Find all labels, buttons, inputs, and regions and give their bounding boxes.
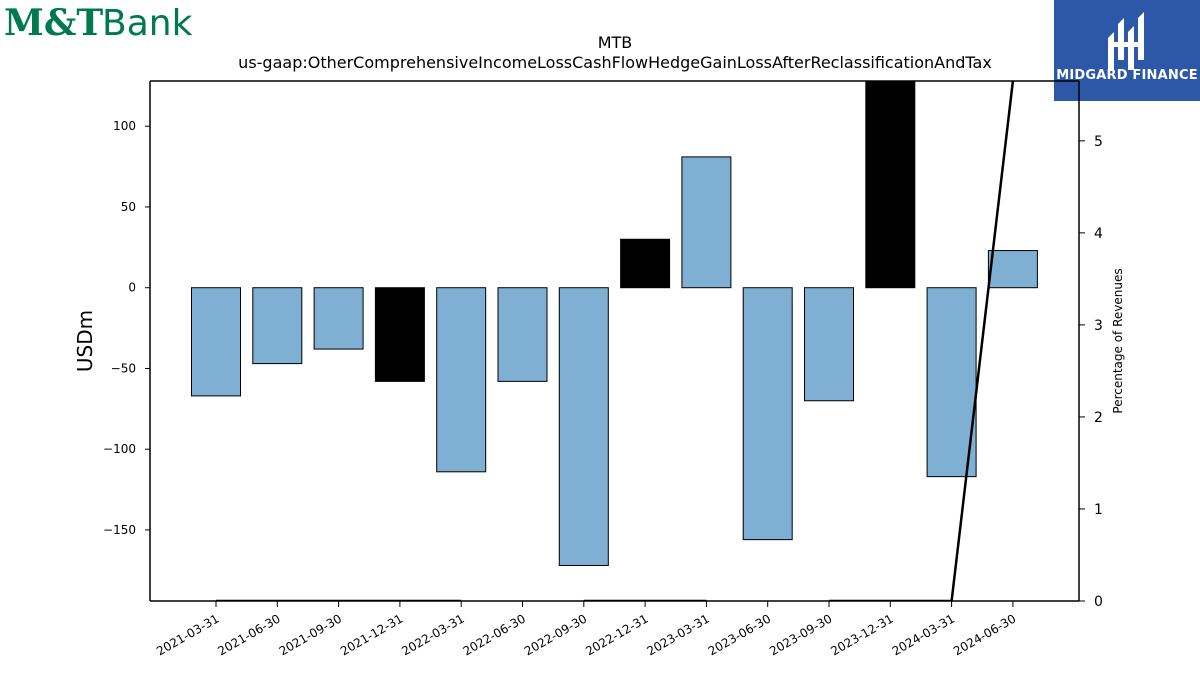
bar — [436, 287, 487, 473]
y-tick-label: 100 — [113, 119, 136, 133]
bar — [620, 238, 671, 289]
x-tick-label: 2021-09-30 — [277, 611, 344, 658]
plot-area: 100 50 0 −50 −100 −150 0 1 2 3 4 5 2021-03-312021-06… — [103, 80, 1103, 658]
bar — [191, 287, 241, 397]
y-tick-label: −150 — [103, 523, 136, 537]
x-tick-label: 2022-09-30 — [522, 611, 589, 658]
y2-tick-label: 3 — [1094, 318, 1103, 334]
x-tick-label: 2022-06-30 — [461, 611, 528, 658]
bar — [742, 287, 793, 541]
y-tick-label: −100 — [103, 442, 136, 456]
x-tick-label: 2021-03-31 — [154, 611, 221, 658]
percentage-line — [829, 81, 1015, 601]
bar — [987, 250, 1038, 289]
bar — [865, 81, 916, 289]
mt-bank-logo-mark: M&T — [4, 2, 103, 42]
y-axis-label: USDm — [73, 310, 97, 372]
chart-title: MTB — [598, 33, 633, 52]
bar — [558, 287, 609, 566]
x-tick-label: 2022-03-31 — [399, 611, 466, 658]
bar — [374, 287, 425, 382]
mt-bank-logo-word: Bank — [102, 3, 193, 42]
midgard-finance-wordmark: MIDGARD FINANCE — [1056, 68, 1198, 83]
y2-tick-label: 5 — [1094, 134, 1103, 150]
mt-bank-logo: M&T Bank — [4, 0, 204, 44]
x-tick-label: 2023-09-30 — [767, 611, 834, 658]
x-tick-label: 2023-06-30 — [706, 611, 773, 658]
x-tick-label: 2023-03-31 — [644, 611, 711, 658]
chart-subtitle: us-gaap:OtherComprehensiveIncomeLossCash… — [238, 53, 992, 72]
y2-tick-label: 2 — [1094, 410, 1103, 426]
x-tick-label: 2021-06-30 — [215, 611, 282, 658]
y-tick-label: −50 — [111, 361, 136, 375]
x-tick-label: 2024-06-30 — [951, 611, 1018, 658]
x-tick-label: 2022-12-31 — [583, 611, 650, 658]
x-tick-label: 2021-12-31 — [338, 611, 405, 658]
y2-tick-label: 1 — [1094, 502, 1103, 518]
y2-axis-label: Percentage of Revenues — [1111, 268, 1125, 413]
y-tick-label: 0 — [128, 281, 136, 295]
y2-tick-label: 0 — [1094, 594, 1103, 610]
midgard-finance-emblem-icon — [1108, 12, 1144, 70]
y2-tick-label: 4 — [1094, 226, 1103, 242]
y-tick-label: 50 — [121, 200, 136, 214]
bar — [497, 287, 548, 382]
bar — [313, 287, 364, 350]
bar — [804, 287, 854, 402]
bar — [681, 156, 732, 289]
midgard-finance-logo: MIDGARD FINANCE — [1054, 0, 1200, 101]
bar — [252, 287, 303, 365]
x-tick-label: 2023-12-31 — [828, 611, 895, 658]
mt-bank-logo-art: M&T Bank — [4, 2, 193, 44]
bar — [926, 287, 977, 478]
x-tick-label: 2024-03-31 — [890, 611, 957, 658]
